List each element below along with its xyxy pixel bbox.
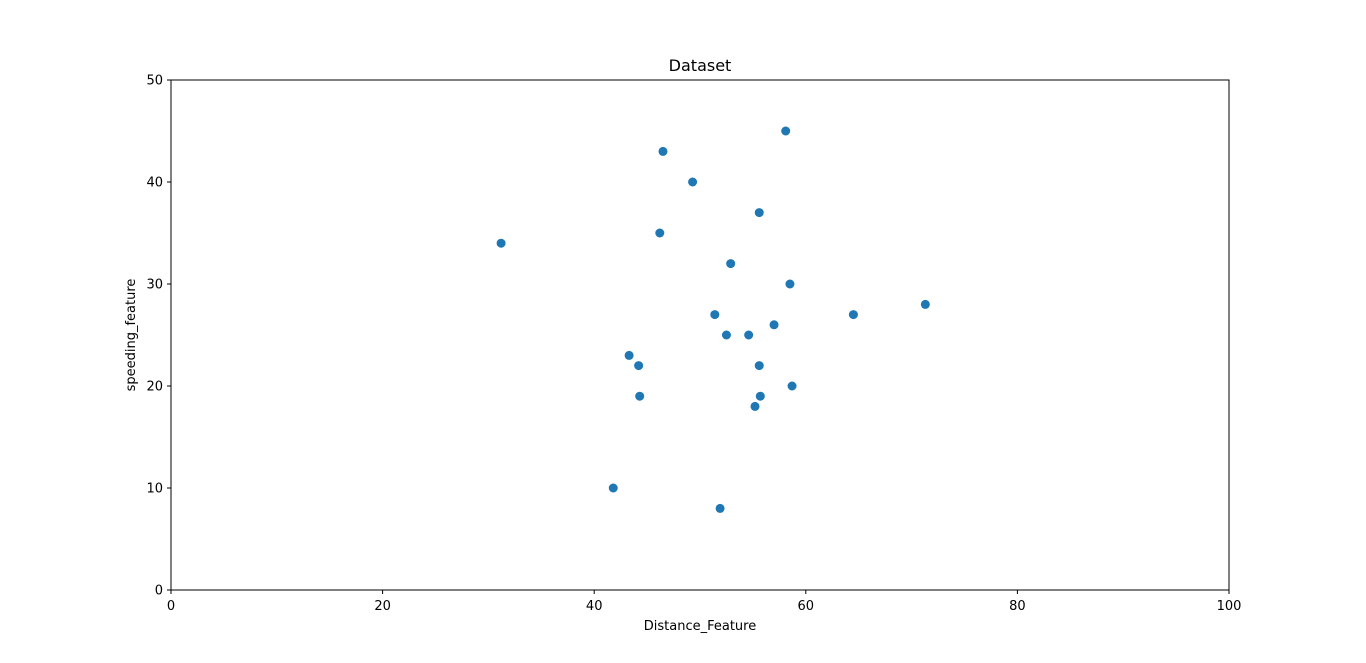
data-points (496, 126, 930, 513)
data-point (769, 320, 779, 330)
y-axis: 0 10 20 30 40 50 (146, 74, 171, 599)
data-point (635, 391, 645, 401)
data-point (655, 228, 665, 238)
y-tick-label: 40 (146, 176, 163, 191)
data-point (496, 238, 506, 248)
x-axis-label: Distance_Feature (644, 619, 756, 634)
data-point (755, 391, 765, 401)
x-tick-label: 80 (1009, 599, 1026, 614)
chart-title: Dataset (669, 56, 732, 75)
data-point (754, 208, 764, 218)
data-point (715, 503, 725, 513)
data-point (608, 483, 618, 493)
x-tick-label: 100 (1217, 599, 1242, 614)
data-point (624, 350, 634, 360)
y-tick-label: 20 (146, 380, 163, 395)
data-point (787, 381, 797, 391)
x-tick-label: 60 (798, 599, 815, 614)
data-point (848, 310, 858, 320)
data-point (634, 361, 644, 371)
y-tick-label: 50 (146, 74, 163, 89)
x-tick-label: 0 (167, 599, 175, 614)
plot-area-frame (170, 79, 1230, 591)
data-point (721, 330, 731, 340)
data-point (726, 259, 736, 269)
data-point (754, 361, 764, 371)
x-tick-label: 40 (586, 599, 603, 614)
data-point (688, 177, 698, 187)
x-axis: 0 20 40 60 80 100 (167, 590, 1242, 614)
y-tick-label: 0 (155, 584, 163, 599)
data-point (658, 146, 668, 156)
data-point (710, 310, 720, 320)
data-point (781, 126, 791, 136)
y-tick-label: 10 (146, 482, 163, 497)
y-tick-label: 30 (146, 278, 163, 293)
x-tick-label: 20 (374, 599, 391, 614)
data-point (750, 401, 760, 411)
data-point (744, 330, 754, 340)
data-point (785, 279, 795, 289)
y-axis-label: speeding_feature (124, 279, 139, 392)
data-point (920, 299, 930, 309)
